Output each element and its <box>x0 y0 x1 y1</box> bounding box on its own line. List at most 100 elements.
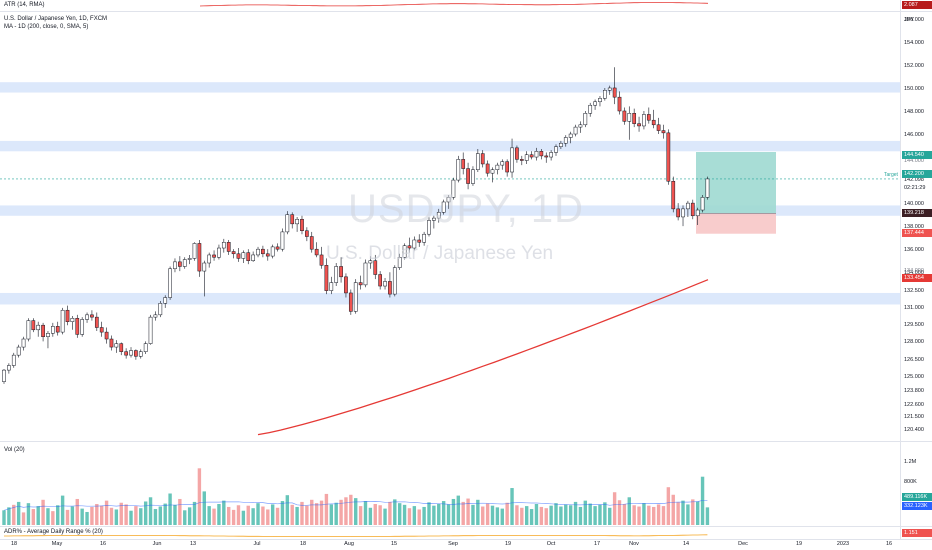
time-tick: 19 <box>504 541 512 547</box>
volume-bar <box>441 501 446 525</box>
candle-body <box>153 314 158 318</box>
candle-body <box>485 163 490 174</box>
candle-body <box>55 326 60 333</box>
candle-body <box>60 309 65 333</box>
candle-body <box>334 266 339 283</box>
candle-body <box>309 236 314 250</box>
adr-label: ADR% - Average Daily Range % (20) <box>4 529 103 535</box>
volume-bar <box>158 506 163 525</box>
volume-bar <box>139 508 143 525</box>
time-tick: Sep <box>448 541 458 547</box>
volume-bar <box>36 506 40 525</box>
volume-bar <box>109 507 114 525</box>
candle-body <box>568 133 573 138</box>
candle-body <box>471 169 475 184</box>
pane-divider[interactable] <box>0 526 932 527</box>
volume-bar <box>466 498 470 525</box>
volume-bar <box>515 505 519 525</box>
volume-bar <box>207 506 211 525</box>
candle-body <box>16 346 21 356</box>
volume-scale[interactable]: 1.2M 800K 489.116K 332.123K <box>900 442 932 526</box>
volume-bar <box>583 500 588 525</box>
volume-bar <box>524 506 529 525</box>
candle-body <box>607 87 612 91</box>
volume-ma-line <box>3 499 708 511</box>
volume-bar <box>412 506 417 525</box>
volume-bar <box>114 509 119 525</box>
candle-body <box>378 274 382 287</box>
volume-bar <box>388 501 392 525</box>
candle-body <box>90 314 94 318</box>
price-chart[interactable] <box>0 12 900 441</box>
candle-body <box>549 152 553 158</box>
candle-body <box>622 110 627 122</box>
volume-pane[interactable]: Vol (20) <box>0 442 900 526</box>
price-tick: 140.000 <box>904 201 924 208</box>
candle-body <box>539 151 544 157</box>
candle-body <box>143 343 148 352</box>
volume-bar <box>544 508 548 525</box>
candle-body <box>646 114 651 121</box>
atr-scale: 2.087 <box>900 0 932 11</box>
volume-bar <box>495 507 500 525</box>
volume-bar <box>476 499 480 525</box>
price-tick: 126.500 <box>904 356 924 363</box>
price-tick: 138.000 <box>904 224 924 231</box>
time-tick: 14 <box>682 541 690 547</box>
candle-body <box>104 331 109 340</box>
volume-bar <box>407 508 412 525</box>
volume-bar <box>266 509 270 525</box>
volume-bar <box>383 508 387 525</box>
price-scale[interactable]: JPY 156.000 154.000 152.000 150.000 148.000 1… <box>900 12 932 441</box>
position-stop-zone <box>696 213 776 234</box>
volume-bar <box>270 504 275 525</box>
candle-body <box>85 314 89 320</box>
volume-bar <box>461 501 465 525</box>
volume-bar <box>539 506 544 525</box>
atr-label: ATR (14, RMA) <box>4 2 45 8</box>
volume-bar <box>573 501 578 525</box>
volume-bar <box>56 505 60 525</box>
volume-bar <box>642 503 646 525</box>
candle-body <box>573 126 578 135</box>
ma-indicator-label[interactable]: MA - 1D (200, close, 0, SMA, 5) <box>4 24 89 30</box>
volume-bar <box>691 499 695 525</box>
entry-price-badge: 139.218 <box>902 209 932 217</box>
volume-bar <box>637 506 641 525</box>
target-price-badge: 144.540 <box>902 151 932 159</box>
volume-bar <box>402 504 407 525</box>
candle-body <box>490 169 495 174</box>
pane-divider[interactable] <box>0 11 932 12</box>
price-pane[interactable]: USDJPY, 1D U.S. Dollar / Japanese Yen U.… <box>0 12 900 441</box>
candle-body <box>588 104 593 114</box>
volume-bar <box>173 504 177 525</box>
time-tick: 13 <box>189 541 197 547</box>
candle-body <box>524 154 529 161</box>
candle-body <box>251 254 255 261</box>
volume-bar <box>652 506 656 525</box>
symbol-title[interactable]: U.S. Dollar / Japanese Yen, 1D, FXCM <box>4 16 108 22</box>
price-tick: 132.500 <box>904 287 924 294</box>
volume-bar <box>168 493 172 525</box>
volume-bar <box>344 497 348 525</box>
volume-tick: 800K <box>904 479 917 485</box>
time-tick: Aug <box>344 541 354 547</box>
candle-body <box>368 260 373 264</box>
volume-bar <box>60 495 65 525</box>
candle-body <box>178 261 182 267</box>
volume-badge: 489.116K <box>902 493 932 501</box>
volume-bar <box>568 505 573 525</box>
time-tick: 16 <box>885 541 893 547</box>
ma200-line <box>257 279 709 436</box>
volume-bar <box>686 504 690 525</box>
pane-divider[interactable] <box>0 441 932 442</box>
volume-bar <box>21 512 26 525</box>
candle-body <box>212 254 216 258</box>
volume-bar <box>378 505 382 525</box>
volume-bar <box>236 505 241 525</box>
volume-label[interactable]: Vol (20) <box>4 447 25 453</box>
candle-body <box>94 316 99 328</box>
volume-bar <box>41 499 45 525</box>
volume-bar <box>656 504 661 525</box>
volume-bar <box>612 492 617 525</box>
